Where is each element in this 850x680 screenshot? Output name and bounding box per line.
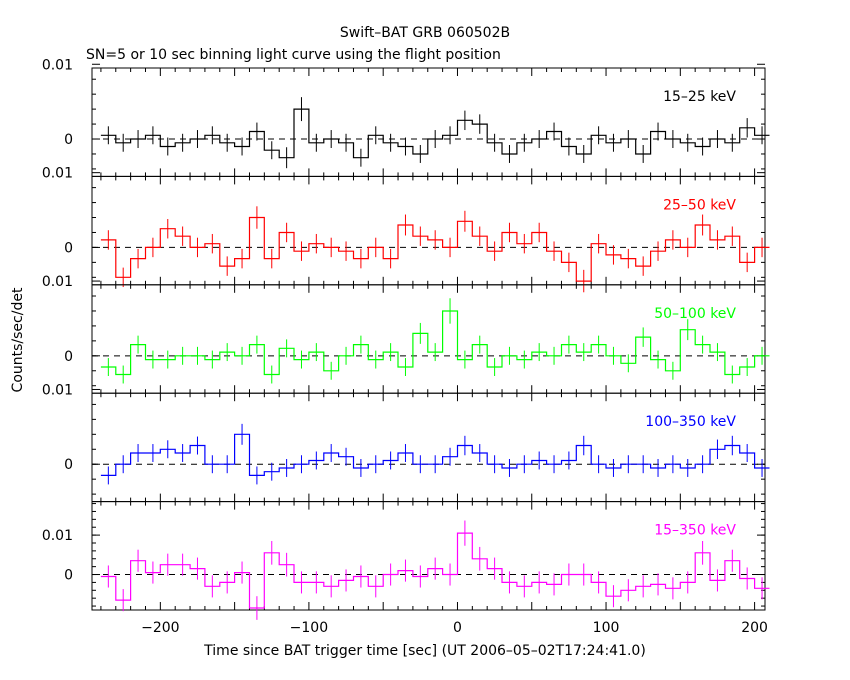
x-tick-label: 100 bbox=[593, 620, 620, 636]
panel-band-label: 50–100 keV bbox=[654, 306, 736, 322]
y-tick-label: 0.01 bbox=[42, 57, 73, 73]
series-step-line bbox=[100, 433, 770, 476]
panel-4: 0 0.01 100–350 keV bbox=[42, 382, 770, 503]
chart-title: Swift–BAT GRB 060502B bbox=[340, 25, 510, 41]
chart-subtitle: SN=5 or 10 sec binning light curve using… bbox=[86, 47, 501, 63]
y-tick-label: 0 bbox=[64, 349, 73, 365]
x-tick-label: −100 bbox=[290, 620, 328, 636]
y-tick-label: 0 bbox=[64, 132, 73, 148]
panel-1: 0 0.01 15–25 keV bbox=[42, 57, 770, 177]
y-tick-label: 0.01 bbox=[42, 166, 73, 182]
panel-frame bbox=[91, 501, 766, 611]
y-tick-label: 0 bbox=[64, 568, 73, 584]
panel-band-label: 15–25 keV bbox=[663, 89, 736, 105]
x-tick-label: 200 bbox=[741, 620, 768, 636]
series-step-line bbox=[100, 532, 770, 609]
y-tick-label: 0.01 bbox=[42, 382, 73, 398]
panel-band-label: 100–350 keV bbox=[645, 414, 736, 430]
y-tick-label: 0 bbox=[64, 457, 73, 473]
panels-group: 0 0.01 15–25 keV 0 0.01 25–50 keV 0 0.01 50–100 … bbox=[42, 57, 770, 636]
y-tick-label: 0.01 bbox=[42, 274, 73, 290]
x-axis-label: Time since BAT trigger time [sec] (UT 20… bbox=[203, 643, 646, 659]
y-tick-label: 0 bbox=[64, 240, 73, 256]
panel-2: 0 0.01 25–50 keV bbox=[42, 166, 770, 293]
panel-5: 0 0.01 15–350 keV bbox=[42, 501, 770, 620]
panel-band-label: 25–50 keV bbox=[663, 197, 736, 213]
x-tick-label: 0 bbox=[453, 620, 462, 636]
panel-band-label: 15–350 keV bbox=[654, 523, 736, 539]
y-tick-label: 0.01 bbox=[42, 528, 73, 544]
y-axis-label: Counts/sec/det bbox=[10, 287, 26, 392]
x-tick-label: −200 bbox=[141, 620, 179, 636]
